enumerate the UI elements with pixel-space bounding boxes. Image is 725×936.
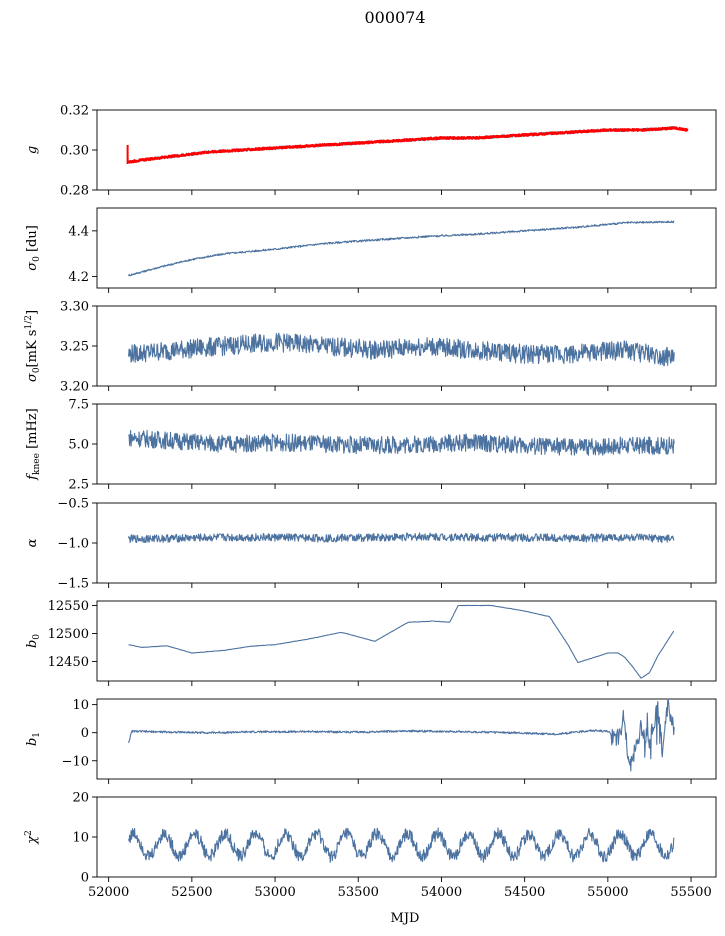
x-tick-label: 55500 xyxy=(670,885,711,900)
y-tick-label: 4.2 xyxy=(68,270,89,285)
y-tick-label: 0 xyxy=(81,871,89,886)
y-axis-label: b1 xyxy=(25,732,42,746)
x-axis-label: MJD xyxy=(391,911,420,926)
x-tick-label: 55000 xyxy=(587,885,628,900)
y-axis-label: σ0[mK s1/2] xyxy=(24,310,42,382)
y-axis-label: g xyxy=(25,146,40,154)
series-line xyxy=(128,532,675,544)
series-line xyxy=(128,429,675,456)
series-line xyxy=(128,604,675,679)
axes-frame xyxy=(96,207,717,289)
y-tick-label: 0.32 xyxy=(60,104,89,119)
fit-line xyxy=(127,126,689,164)
x-tick-label: 54500 xyxy=(504,885,545,900)
y-tick-label: 10 xyxy=(72,831,89,846)
y-tick-label: 5.0 xyxy=(68,438,89,453)
y-tick-label: −1.0 xyxy=(57,537,89,552)
x-tick-label: 54000 xyxy=(421,885,462,900)
y-tick-label: 12500 xyxy=(48,627,89,642)
y-tick-label: 7.5 xyxy=(68,398,89,413)
panel-b1: −10 0 10 b1 xyxy=(25,698,717,784)
x-tick-label: 53500 xyxy=(338,885,379,900)
panel-g: 0.28 0.30 0.32 g xyxy=(25,104,717,199)
x-tick-label: 52000 xyxy=(88,885,129,900)
y-tick-label: 4.4 xyxy=(68,224,89,239)
y-axis-label: σ0 [du] xyxy=(25,225,42,271)
panel-alpha: −1.5 −1.0 −0.5 α xyxy=(25,497,717,592)
panels: 0.28 0.30 0.32 g 4.2 4.4 σ0 [du] 3.20 3.25 3.30 σ0… xyxy=(24,104,717,900)
axes-frame xyxy=(96,600,717,682)
y-tick-label: 12450 xyxy=(48,655,89,670)
panel-sigma0-du: 4.2 4.4 σ0 [du] xyxy=(25,207,717,293)
figure-title: 000074 xyxy=(364,8,425,27)
series-line xyxy=(128,220,675,277)
series-line xyxy=(128,698,675,772)
axes-frame xyxy=(96,698,717,780)
panel-sigma0-mks: 3.20 3.25 3.30 σ0[mK s1/2] xyxy=(24,300,717,395)
y-tick-label: −1.5 xyxy=(57,577,89,592)
y-tick-label: 3.30 xyxy=(60,300,89,315)
y-tick-label: 2.5 xyxy=(68,478,89,493)
series-line xyxy=(128,827,675,863)
y-tick-label: −10 xyxy=(62,754,89,769)
y-axis-label: α xyxy=(25,538,40,547)
y-axis-label: χ2 xyxy=(24,830,40,845)
y-tick-label: 10 xyxy=(72,698,89,713)
y-tick-label: 0 xyxy=(81,726,89,741)
y-tick-label: 3.20 xyxy=(60,380,89,395)
panel-b0: 12450 12500 12550 b0 xyxy=(25,599,717,686)
x-tick-label: 52500 xyxy=(171,885,212,900)
axes-frame xyxy=(96,502,717,584)
y-tick-label: 12550 xyxy=(48,599,89,614)
y-tick-label: 20 xyxy=(72,791,89,806)
y-tick-label: 0.30 xyxy=(60,144,89,159)
x-tick-label: 53000 xyxy=(254,885,295,900)
y-tick-label: 3.25 xyxy=(60,340,89,355)
y-axis-label: b0 xyxy=(25,634,42,648)
y-tick-label: −0.5 xyxy=(57,497,89,512)
panel-chi2: 0 10 20 52000 52500 53000 53500 54000 54500 55000… xyxy=(24,791,717,900)
series-line xyxy=(128,332,675,367)
axes-frame xyxy=(96,109,717,191)
y-tick-label: 0.28 xyxy=(60,184,89,199)
y-axis-label: fknee [mHz] xyxy=(25,408,42,481)
panel-fknee: 2.5 5.0 7.5 fknee [mHz] xyxy=(25,398,717,493)
